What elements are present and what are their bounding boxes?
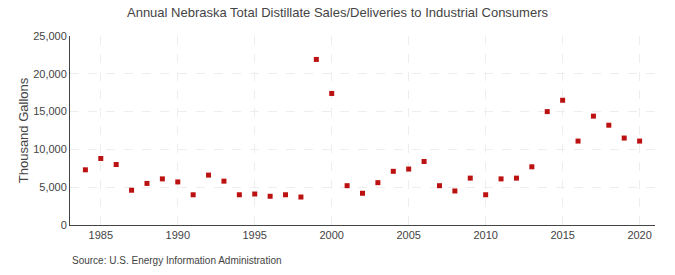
- svg-text:2005: 2005: [396, 229, 420, 241]
- svg-text:0: 0: [61, 219, 67, 231]
- svg-text:2010: 2010: [473, 229, 497, 241]
- svg-text:Thousand Gallons: Thousand Gallons: [16, 77, 31, 183]
- svg-text:Annual Nebraska Total Distilla: Annual Nebraska Total Distillate Sales/D…: [127, 5, 549, 20]
- svg-text:1985: 1985: [89, 229, 113, 241]
- svg-text:Source: U.S. Energy Informatio: Source: U.S. Energy Information Administ…: [72, 255, 282, 266]
- svg-text:2000: 2000: [319, 229, 343, 241]
- svg-text:10,000: 10,000: [33, 143, 67, 155]
- svg-text:2015: 2015: [550, 229, 574, 241]
- svg-text:2020: 2020: [627, 229, 651, 241]
- svg-text:15,000: 15,000: [33, 105, 67, 117]
- svg-text:1995: 1995: [242, 229, 266, 241]
- svg-text:1990: 1990: [166, 229, 190, 241]
- svg-text:25,000: 25,000: [33, 30, 67, 42]
- svg-text:5,000: 5,000: [39, 181, 67, 193]
- svg-text:20,000: 20,000: [33, 68, 67, 80]
